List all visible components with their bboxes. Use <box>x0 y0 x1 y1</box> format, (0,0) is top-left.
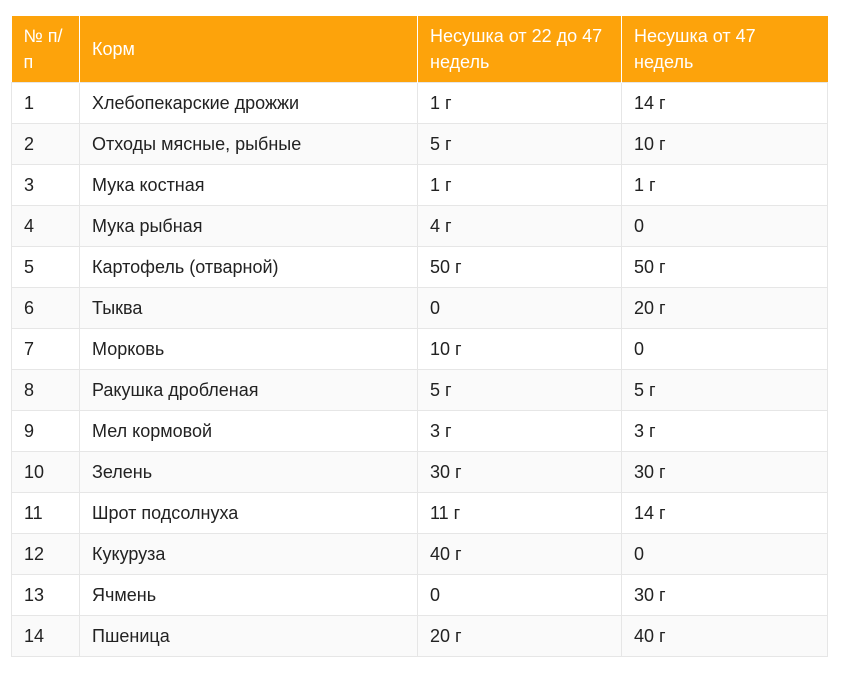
header-hen-22-47: Несушка от 22 до 47 недель <box>417 16 622 83</box>
cell-hen-47-plus: 30 г <box>621 451 828 493</box>
cell-hen-47-plus: 0 <box>621 328 828 370</box>
cell-num: 3 <box>11 164 80 206</box>
table-row: 1 Хлебопекарские дрожжи 1 г 14 г <box>11 82 828 124</box>
cell-hen-22-47: 10 г <box>417 328 622 370</box>
cell-hen-22-47: 20 г <box>417 615 622 657</box>
cell-hen-22-47: 1 г <box>417 164 622 206</box>
cell-hen-22-47: 0 <box>417 574 622 616</box>
feed-table: № п/п Корм Несушка от 22 до 47 недель Не… <box>11 16 828 657</box>
cell-num: 11 <box>11 492 80 534</box>
cell-hen-22-47: 11 г <box>417 492 622 534</box>
cell-hen-47-plus: 1 г <box>621 164 828 206</box>
cell-feed: Отходы мясные, рыбные <box>79 123 418 165</box>
cell-num: 7 <box>11 328 80 370</box>
cell-hen-22-47: 40 г <box>417 533 622 575</box>
cell-hen-47-plus: 50 г <box>621 246 828 288</box>
table-body: 1 Хлебопекарские дрожжи 1 г 14 г 2 Отходы мяс… <box>11 82 828 657</box>
cell-hen-47-plus: 10 г <box>621 123 828 165</box>
cell-hen-47-plus: 40 г <box>621 615 828 657</box>
cell-hen-22-47: 5 г <box>417 369 622 411</box>
cell-feed: Мука рыбная <box>79 205 418 247</box>
cell-num: 10 <box>11 451 80 493</box>
header-row: № п/п Корм Несушка от 22 до 47 недель Не… <box>11 16 828 83</box>
table-row: 11 Шрот подсолнуха 11 г 14 г <box>11 492 828 534</box>
cell-feed: Пшеница <box>79 615 418 657</box>
cell-hen-22-47: 30 г <box>417 451 622 493</box>
cell-num: 13 <box>11 574 80 616</box>
cell-num: 5 <box>11 246 80 288</box>
cell-feed: Кукуруза <box>79 533 418 575</box>
table-row: 6 Тыква 0 20 г <box>11 287 828 329</box>
cell-hen-22-47: 4 г <box>417 205 622 247</box>
table-header: № п/п Корм Несушка от 22 до 47 недель Не… <box>11 16 828 83</box>
cell-feed: Картофель (отварной) <box>79 246 418 288</box>
cell-feed: Зелень <box>79 451 418 493</box>
cell-feed: Шрот подсолнуха <box>79 492 418 534</box>
cell-hen-22-47: 50 г <box>417 246 622 288</box>
feed-table-container: № п/п Корм Несушка от 22 до 47 недель Не… <box>11 16 828 657</box>
cell-num: 2 <box>11 123 80 165</box>
cell-feed: Тыква <box>79 287 418 329</box>
cell-hen-47-plus: 5 г <box>621 369 828 411</box>
cell-feed: Ячмень <box>79 574 418 616</box>
cell-feed: Мел кормовой <box>79 410 418 452</box>
cell-num: 1 <box>11 82 80 124</box>
cell-hen-47-plus: 0 <box>621 533 828 575</box>
table-row: 14 Пшеница 20 г 40 г <box>11 615 828 657</box>
table-row: 2 Отходы мясные, рыбные 5 г 10 г <box>11 123 828 165</box>
header-hen-47-plus: Несушка от 47 недель <box>621 16 828 83</box>
header-feed: Корм <box>79 16 418 83</box>
cell-num: 6 <box>11 287 80 329</box>
cell-hen-47-plus: 14 г <box>621 82 828 124</box>
cell-num: 14 <box>11 615 80 657</box>
cell-feed: Мука костная <box>79 164 418 206</box>
cell-hen-22-47: 3 г <box>417 410 622 452</box>
table-row: 13 Ячмень 0 30 г <box>11 574 828 616</box>
cell-num: 9 <box>11 410 80 452</box>
cell-hen-22-47: 0 <box>417 287 622 329</box>
cell-num: 4 <box>11 205 80 247</box>
cell-hen-22-47: 1 г <box>417 82 622 124</box>
cell-feed: Ракушка дробленая <box>79 369 418 411</box>
cell-num: 8 <box>11 369 80 411</box>
cell-hen-47-plus: 20 г <box>621 287 828 329</box>
cell-feed: Хлебопекарские дрожжи <box>79 82 418 124</box>
header-num: № п/п <box>11 16 80 83</box>
cell-hen-22-47: 5 г <box>417 123 622 165</box>
cell-hen-47-plus: 30 г <box>621 574 828 616</box>
cell-hen-47-plus: 14 г <box>621 492 828 534</box>
table-row: 10 Зелень 30 г 30 г <box>11 451 828 493</box>
table-row: 5 Картофель (отварной) 50 г 50 г <box>11 246 828 288</box>
cell-hen-47-plus: 0 <box>621 205 828 247</box>
cell-hen-47-plus: 3 г <box>621 410 828 452</box>
cell-feed: Морковь <box>79 328 418 370</box>
cell-num: 12 <box>11 533 80 575</box>
